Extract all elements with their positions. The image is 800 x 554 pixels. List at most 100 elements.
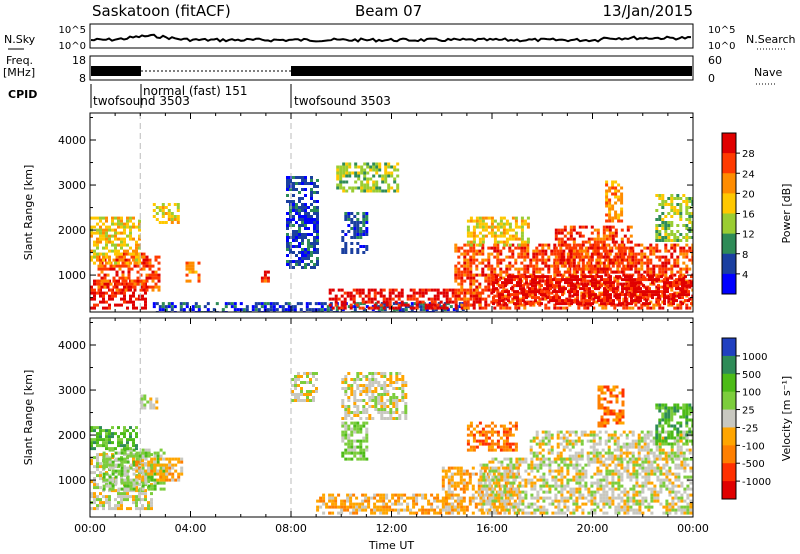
- echo-cell: [295, 230, 298, 233]
- echo-cell: [580, 282, 584, 286]
- echo-cell: [161, 203, 165, 206]
- echo-cell: [620, 252, 624, 256]
- echo-cell: [522, 284, 525, 288]
- echo-cell: [362, 408, 366, 411]
- echo-cell: [465, 487, 469, 491]
- echo-cell: [348, 186, 352, 190]
- echo-cell: [300, 387, 303, 390]
- echo-cell: [460, 297, 464, 301]
- echo-cell: [540, 302, 543, 306]
- echo-cell: [560, 255, 564, 259]
- echo-cell: [685, 243, 689, 247]
- echo-cell: [335, 308, 339, 312]
- echo-cell: [111, 228, 114, 232]
- echo-cell: [395, 408, 399, 411]
- echo-cell: [478, 222, 482, 226]
- echo-cell: [543, 275, 546, 279]
- echo-cell: [673, 243, 677, 247]
- echo-cell: [120, 216, 123, 220]
- echo-cell: [93, 429, 96, 433]
- echo-cell: [492, 508, 496, 512]
- echo-cell: [123, 243, 126, 247]
- echo-cell: [254, 305, 258, 309]
- echo-cell: [185, 267, 189, 271]
- echo-cell: [197, 261, 201, 265]
- echo-cell: [394, 300, 398, 304]
- echo-cell: [301, 197, 304, 200]
- echo-cell: [496, 225, 500, 229]
- echo-cell: [511, 249, 515, 253]
- echo-cell: [502, 303, 506, 307]
- echo-cell: [631, 258, 635, 262]
- echo-cell: [102, 441, 105, 445]
- echo-cell: [301, 176, 304, 179]
- echo-cell: [358, 502, 362, 506]
- echo-cell: [108, 294, 111, 298]
- echo-cell: [105, 460, 109, 464]
- echo-cell: [140, 406, 144, 410]
- echo-cell: [331, 505, 335, 509]
- echo-cell: [531, 275, 534, 279]
- echo-cell: [626, 255, 630, 259]
- echo-cell: [96, 453, 99, 457]
- echo-cell: [310, 194, 313, 197]
- echo-cell: [520, 216, 524, 220]
- echo-cell: [108, 463, 112, 467]
- echo-cell: [466, 291, 470, 295]
- echo-cell: [141, 463, 145, 467]
- echo-cell: [176, 221, 180, 224]
- echo-cell: [126, 306, 129, 310]
- echo-cell: [359, 424, 363, 428]
- echo-cell: [382, 502, 386, 506]
- echo-cell: [367, 502, 371, 506]
- echo-cell: [364, 505, 368, 509]
- echo-cell: [135, 447, 138, 451]
- echo-layer: [90, 372, 693, 515]
- echo-cell: [611, 234, 615, 238]
- echo-cell: [114, 294, 117, 298]
- echo-cell: [111, 469, 115, 473]
- echo-cell: [165, 478, 169, 482]
- echo-cell: [634, 264, 638, 268]
- echo-cell: [463, 261, 467, 265]
- echo-cell: [499, 225, 503, 229]
- echo-cell: [150, 507, 153, 511]
- echo-cell: [445, 493, 449, 497]
- echo-cell: [294, 387, 297, 390]
- echo-cell: [599, 267, 603, 271]
- echo-cell: [132, 484, 136, 488]
- echo-cell: [485, 487, 489, 491]
- echo-cell: [614, 186, 618, 190]
- echo-cell: [670, 215, 674, 218]
- echo-cell: [93, 297, 96, 301]
- echo-cell: [132, 291, 135, 295]
- echo-cell: [347, 387, 351, 390]
- echo-cell: [485, 463, 489, 467]
- echo-cell: [167, 212, 171, 215]
- echo-cell: [343, 306, 347, 310]
- echo-cell: [596, 249, 600, 253]
- echo-cell: [485, 490, 489, 494]
- echo-cell: [422, 305, 426, 309]
- echo-cell: [457, 246, 461, 250]
- echo-cell: [344, 451, 348, 455]
- echo-cell: [307, 257, 310, 260]
- echo-cell: [102, 297, 105, 301]
- echo-cell: [507, 290, 510, 294]
- echo-cell: [513, 278, 516, 282]
- echo-cell: [452, 308, 456, 312]
- echo-cell: [105, 219, 108, 223]
- echo-cell: [594, 281, 597, 285]
- echo-cell: [507, 296, 510, 300]
- echo-cell: [511, 297, 515, 301]
- echo-cell: [544, 258, 548, 262]
- echo-cell: [522, 293, 525, 297]
- echo-cell: [316, 263, 319, 266]
- echo-cell: [93, 294, 96, 298]
- echo-cell: [401, 375, 405, 378]
- echo-cell: [540, 293, 543, 297]
- echo-cell: [673, 246, 677, 250]
- echo-cell: [608, 231, 612, 235]
- echo-cell: [681, 293, 684, 297]
- echo-cell: [350, 393, 354, 396]
